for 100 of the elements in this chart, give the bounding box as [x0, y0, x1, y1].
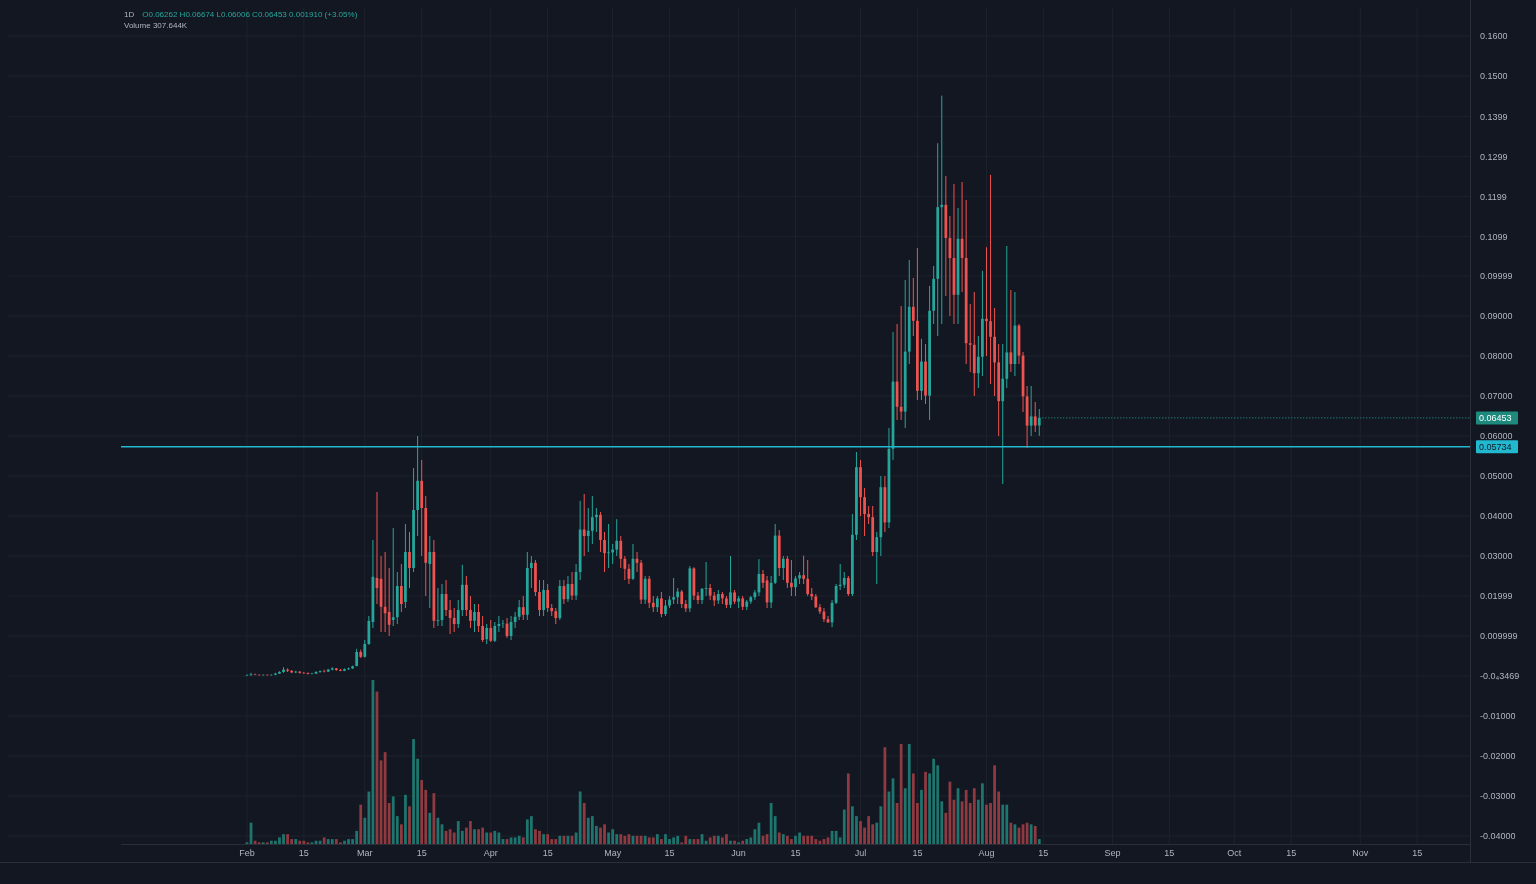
bar [391, 796, 395, 844]
bar [408, 806, 411, 844]
x-tick-label: 15 [1164, 848, 1175, 858]
x-tick-label: May [604, 848, 622, 858]
y-tick-label: 0.09000 [1480, 311, 1513, 322]
bar [274, 840, 277, 844]
candlestick [517, 599, 521, 621]
bar [1029, 824, 1033, 844]
bar [294, 839, 298, 844]
candlestick [753, 589, 757, 601]
candlestick [838, 563, 842, 591]
candlestick [785, 555, 789, 589]
bar [343, 840, 346, 844]
x-tick-label: 15 [416, 848, 427, 858]
bar [672, 837, 675, 844]
bar [932, 758, 936, 844]
bar [607, 832, 610, 844]
bar [1033, 825, 1037, 844]
bar [1005, 804, 1009, 844]
bar [513, 837, 517, 844]
bar [842, 809, 846, 844]
candlestick [1001, 343, 1005, 485]
bar [790, 839, 793, 844]
candlestick [968, 303, 972, 373]
bar [326, 839, 330, 844]
candlestick [513, 611, 517, 629]
candlestick [489, 619, 493, 643]
bar [907, 743, 911, 844]
bar [924, 771, 927, 844]
bar [603, 824, 606, 844]
candlestick [863, 487, 866, 537]
candlestick [899, 305, 903, 421]
bar [359, 804, 363, 844]
candlestick [477, 603, 480, 633]
y-tick-label: 0.1299 [1480, 151, 1508, 162]
candlestick [521, 595, 525, 621]
bar [867, 816, 871, 844]
candlestick [1033, 401, 1037, 433]
bar [469, 821, 472, 844]
bar [530, 816, 533, 844]
y-tick-label: -0.04000 [1480, 831, 1516, 842]
bar [590, 816, 594, 844]
x-tick-label: 15 [1412, 848, 1423, 858]
bar [720, 837, 724, 844]
bar [688, 839, 692, 844]
bar [818, 840, 822, 844]
bar [298, 840, 302, 844]
candlestick [615, 518, 619, 557]
bar [554, 839, 558, 844]
candlestick [802, 555, 806, 585]
y-tick-label: 0.1099 [1480, 231, 1508, 242]
bar [806, 835, 810, 844]
bar [729, 840, 732, 844]
bar [302, 840, 306, 844]
x-tick-label: Nov [1352, 848, 1369, 858]
bar [810, 835, 814, 844]
bar [347, 839, 350, 844]
candlestick [834, 583, 838, 605]
candlestick [387, 567, 391, 637]
bar [834, 830, 838, 844]
bar [525, 819, 529, 844]
bar [993, 765, 996, 844]
candlestick [607, 523, 610, 569]
bar [781, 834, 785, 844]
bar [452, 832, 456, 844]
bar [412, 739, 415, 844]
candlestick [806, 559, 810, 597]
bar [851, 806, 854, 844]
bar [420, 780, 424, 844]
bar [798, 832, 801, 844]
bar [899, 743, 903, 844]
bar [269, 840, 273, 844]
bar [664, 834, 667, 844]
bar [708, 837, 712, 844]
bar [911, 773, 915, 844]
y-tick-label: 0.1399 [1480, 111, 1508, 122]
candlestick [538, 579, 541, 617]
x-tick-label: 15 [542, 848, 553, 858]
y-tick-label: 0.1199 [1480, 191, 1507, 202]
bar [655, 834, 659, 844]
y-tick-label: 0.04000 [1480, 511, 1513, 522]
bar [684, 835, 688, 844]
bar [814, 839, 818, 844]
bar [493, 830, 497, 844]
x-tick-label: Aug [978, 848, 995, 858]
bar [725, 834, 728, 844]
bar [859, 821, 862, 844]
candlestick [546, 583, 550, 613]
bar [676, 835, 680, 844]
bar [387, 803, 391, 844]
y-tick-label: 0.06000 [1480, 431, 1513, 442]
bar [473, 829, 476, 844]
bar [745, 839, 749, 844]
bar [712, 835, 716, 844]
bar [456, 821, 460, 844]
y-tick-label: -0.02000 [1480, 751, 1516, 762]
bar [769, 803, 773, 844]
chart-subtitle: O0.06262 H0.06674 L0.06006 C0.06453 0.001910 (+3.05%) [142, 10, 358, 19]
candlestick [448, 599, 452, 635]
candlestick [875, 531, 879, 585]
